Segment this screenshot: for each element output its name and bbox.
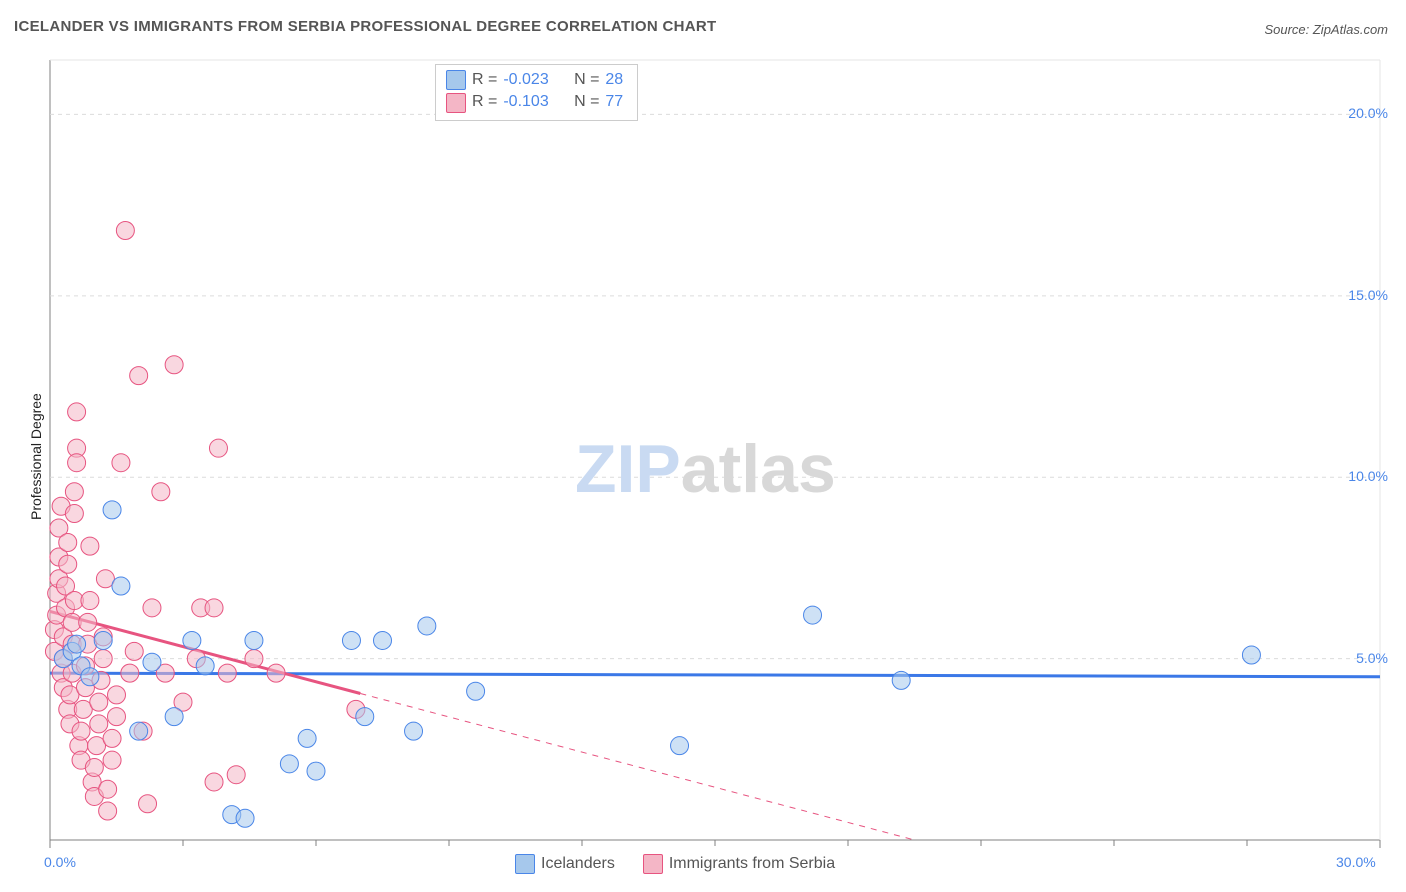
data-point [79,613,97,631]
legend-item: Icelanders [515,854,615,874]
data-point [1242,646,1260,664]
data-point [196,657,214,675]
data-point [267,664,285,682]
data-point [280,755,298,773]
legend-item: Immigrants from Serbia [643,854,835,874]
y-tick-label: 20.0% [1348,105,1388,121]
data-point [99,802,117,820]
data-point [103,729,121,747]
data-point [121,664,139,682]
legend-r-value: -0.103 [503,91,548,113]
legend-swatch [515,854,535,874]
data-point [165,356,183,374]
scatter-chart [0,0,1406,892]
data-point [81,537,99,555]
correlation-legend: R = -0.023 N = 28 R = -0.103 N = 77 [435,64,638,121]
x-tick-label: 0.0% [44,854,76,870]
legend-row: R = -0.023 N = 28 [446,69,623,91]
data-point [245,631,263,649]
data-point [59,534,77,552]
data-point [103,751,121,769]
data-point [108,686,126,704]
legend-n-value: 28 [605,69,623,91]
data-point [143,599,161,617]
data-point [130,367,148,385]
data-point [165,708,183,726]
legend-r-value: -0.023 [503,69,548,91]
data-point [374,631,392,649]
data-point [467,682,485,700]
data-point [405,722,423,740]
legend-swatch [643,854,663,874]
data-point [209,439,227,457]
legend-label: Immigrants from Serbia [669,855,835,872]
data-point [103,501,121,519]
data-point [90,715,108,733]
data-point [218,664,236,682]
data-point [68,403,86,421]
x-tick-label: 30.0% [1336,854,1376,870]
data-point [139,795,157,813]
data-point [236,809,254,827]
data-point [892,671,910,689]
data-point [112,577,130,595]
legend-n-label: N = [574,91,599,113]
data-point [356,708,374,726]
data-point [116,222,134,240]
data-point [99,780,117,798]
y-axis-label: Professional Degree [28,393,44,520]
data-point [804,606,822,624]
legend-r-label: R = [472,91,497,113]
data-point [152,483,170,501]
data-point [81,592,99,610]
data-point [65,504,83,522]
data-point [183,631,201,649]
data-point [85,758,103,776]
data-point [245,650,263,668]
data-point [112,454,130,472]
data-point [72,722,90,740]
data-point [143,653,161,671]
legend-n-value: 77 [605,91,623,113]
data-point [418,617,436,635]
legend-row: R = -0.103 N = 77 [446,91,623,113]
data-point [125,642,143,660]
y-tick-label: 10.0% [1348,468,1388,484]
data-point [68,454,86,472]
data-point [90,693,108,711]
data-point [307,762,325,780]
legend-swatch [446,93,466,113]
data-point [94,650,112,668]
data-point [65,483,83,501]
y-tick-label: 5.0% [1356,650,1388,666]
legend-label: Icelanders [541,855,615,872]
legend-r-label: R = [472,69,497,91]
data-point [130,722,148,740]
data-point [81,668,99,686]
data-point [59,555,77,573]
legend-swatch [446,70,466,90]
data-point [68,635,86,653]
data-point [671,737,689,755]
y-tick-label: 15.0% [1348,287,1388,303]
data-point [342,631,360,649]
data-point [205,773,223,791]
series-legend: Icelanders Immigrants from Serbia [515,854,835,874]
data-point [205,599,223,617]
data-point [227,766,245,784]
data-point [108,708,126,726]
data-point [298,729,316,747]
legend-n-label: N = [574,69,599,91]
data-point [94,631,112,649]
